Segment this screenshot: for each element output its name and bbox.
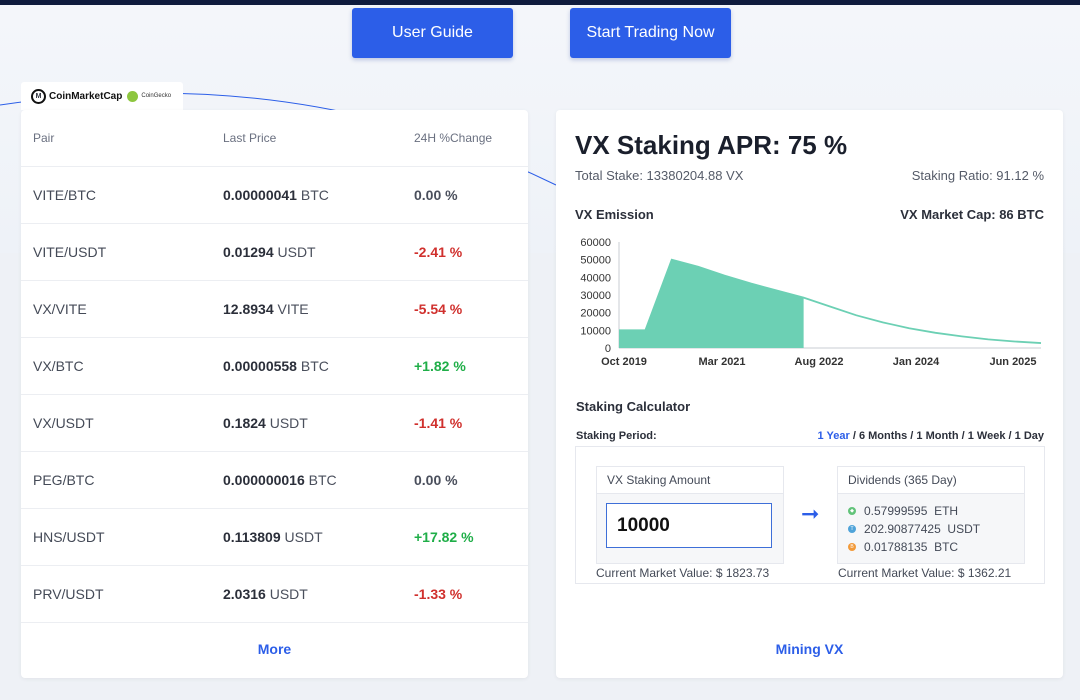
y-tick-label: 30000 [580,290,611,302]
mining-vx-link[interactable]: Mining VX [775,641,844,657]
current-market-value-stake: Current Market Value: $ 1823.73 [596,566,770,580]
table-row[interactable]: VX/USDT 0.1824 USDT -1.41 % [21,395,528,452]
more-link[interactable]: More [257,641,292,657]
staking-ratio: Staking Ratio: 91.12 % [911,168,1044,183]
total-stake: Total Stake: 13380204.88 VX [575,168,744,183]
current-market-value-dividends: Current Market Value: $ 1362.21 [838,566,1012,580]
pair-name: VITE/USDT [33,244,107,260]
x-tick-label: Jun 2025 [989,356,1036,368]
pair-name: VX/BTC [33,358,84,374]
pair-name: HNS/USDT [33,529,105,545]
table-row[interactable]: PRV/USDT 2.0316 USDT -1.33 % [21,566,528,623]
table-row[interactable]: VITE/BTC 0.00000041 BTC 0.00 % [21,167,528,224]
table-row[interactable]: VX/BTC 0.00000558 BTC +1.82 % [21,338,528,395]
usdt-icon: T [848,525,856,533]
y-tick-label: 60000 [580,237,611,249]
calculator-title: Staking Calculator [576,399,691,414]
market-table-card: Pair Last Price 24H %Change VITE/BTC 0.0… [21,110,528,678]
top-bar [0,0,1080,5]
coinmarketcap-logo-text: CoinMarketCap [49,90,123,102]
last-price: 0.000000016 BTC [223,472,337,488]
period-options: 1 Year / 6 Months / 1 Month / 1 Week / 1… [817,430,1044,442]
last-price: 12.8934 VITE [223,301,309,317]
market-cap: VX Market Cap: 86 BTC [900,207,1044,222]
staking-card: VX Staking APR: 75 % Total Stake: 133802… [556,110,1063,678]
change-value: 0.00 % [414,187,458,203]
user-guide-button[interactable]: User Guide [352,8,513,58]
period-1-day[interactable]: 1 Day [1014,430,1044,442]
change-value: -1.41 % [414,415,463,431]
table-row[interactable]: PEG/BTC 0.000000016 BTC 0.00 % [21,452,528,509]
last-price: 2.0316 USDT [223,586,308,602]
pair-name: VX/VITE [33,301,87,317]
dividends-label: Dividends (365 Day) [838,467,1024,494]
period-1-week[interactable]: 1 Week [967,430,1006,442]
staking-amount-label: VX Staking Amount [597,467,783,494]
table-row[interactable]: VITE/USDT 0.01294 USDT -2.41 % [21,224,528,281]
last-price: 0.01294 USDT [223,244,316,260]
last-price: 0.1824 USDT [223,415,308,431]
dividend-usdt: T 202.90877425 USDT [848,522,980,536]
change-value: -1.33 % [414,586,463,602]
change-value: +17.82 % [414,529,474,545]
calculator-box: VX Staking Amount ➞ Dividends (365 Day) … [575,446,1045,584]
dividend-btc: B 0.01788135 BTC [848,540,958,554]
change-value: +1.82 % [414,358,466,374]
table-header: Pair Last Price 24H %Change [21,110,528,167]
coingecko-logo-text: CoinGecko [141,93,172,99]
emission-area [619,259,804,348]
staking-amount-input[interactable] [606,503,772,548]
staking-amount-panel: VX Staking Amount [596,466,784,564]
coinmarketcap-icon: M [31,88,46,104]
arrow-right-icon: ➞ [801,501,820,526]
y-tick-label: 40000 [580,272,611,284]
start-trading-button[interactable]: Start Trading Now [570,8,731,58]
change-value: -2.41 % [414,244,463,260]
coingecko-icon [127,90,139,102]
period-1-month[interactable]: 1 Month [916,430,959,442]
period-1-year[interactable]: 1 Year [817,430,850,442]
table-row[interactable]: VX/VITE 12.8934 VITE -5.54 % [21,281,528,338]
pair-name: PRV/USDT [33,586,104,602]
period-label: Staking Period: [576,430,657,442]
pair-name: VITE/BTC [33,187,97,203]
dividends-panel: Dividends (365 Day) ◆ 0.57999595 ETH T 2… [837,466,1025,564]
emission-title: VX Emission [575,207,654,222]
header-pair: Pair [33,131,55,145]
y-tick-label: 0 [605,343,611,355]
header-change: 24H %Change [414,131,493,145]
eth-icon: ◆ [848,507,856,515]
x-tick-label: Aug 2022 [795,356,844,368]
y-tick-label: 10000 [580,325,611,337]
change-value: 0.00 % [414,472,458,488]
pair-name: PEG/BTC [33,472,95,488]
x-tick-label: Jan 2024 [893,356,940,368]
pair-name: VX/USDT [33,415,94,431]
btc-icon: B [848,543,856,551]
data-source-logos: M CoinMarketCap CoinGecko [21,82,183,110]
x-tick-label: Oct 2019 [601,356,647,368]
dividend-eth: ◆ 0.57999595 ETH [848,504,958,518]
period-6-months[interactable]: 6 Months [858,430,908,442]
last-price: 0.00000558 BTC [223,358,329,374]
last-price: 0.00000041 BTC [223,187,329,203]
staking-apr-title: VX Staking APR: 75 % [575,130,848,160]
emission-line [619,258,1042,344]
last-price: 0.113809 USDT [223,529,323,545]
y-tick-label: 50000 [580,255,611,267]
header-last-price: Last Price [223,131,277,145]
x-tick-label: Mar 2021 [698,356,745,368]
change-value: -5.54 % [414,301,463,317]
emission-chart: 0 10000 20000 30000 40000 50000 60000 Oct 2019 M… [580,237,1042,368]
table-row[interactable]: HNS/USDT 0.113809 USDT +17.82 % [21,509,528,566]
y-tick-label: 20000 [580,308,611,320]
